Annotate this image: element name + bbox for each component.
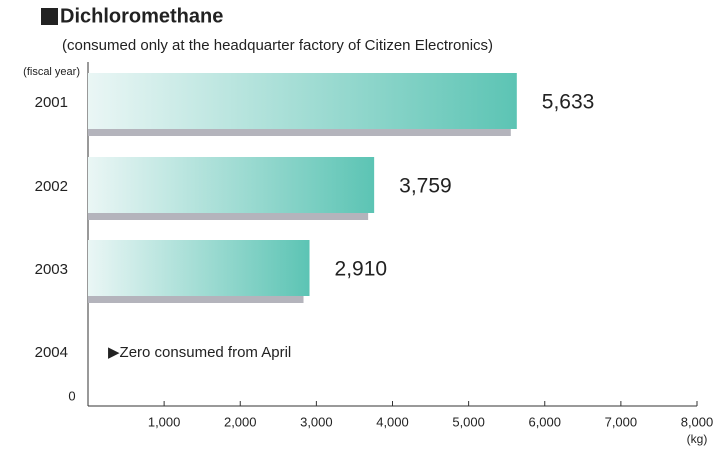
chart-subtitle: (consumed only at the headquarter factor…	[62, 37, 493, 54]
y-tick-label: 2002	[35, 178, 68, 195]
x-tick-label: 5,000	[452, 414, 485, 429]
y-tick-label: 2001	[35, 94, 68, 111]
data-label: 5,633	[542, 91, 595, 114]
data-label: 3,759	[399, 175, 452, 198]
x-tick-label: 4,000	[376, 414, 409, 429]
annotation: ▶Zero consumed from April	[108, 344, 291, 361]
x-tick-label: 1,000	[148, 414, 181, 429]
bar	[88, 157, 375, 213]
chart-title: Dichloromethane	[60, 5, 223, 27]
bar-shadow	[88, 129, 511, 136]
x-tick-label: 8,000	[681, 414, 714, 429]
y-tick-label: 2003	[35, 261, 68, 278]
x-tick-label: 0	[68, 388, 75, 403]
bar-shadow	[88, 213, 369, 220]
y-axis-label: (fiscal year)	[23, 66, 80, 78]
data-label: 2,910	[335, 258, 388, 281]
x-tick-label: 3,000	[300, 414, 333, 429]
x-axis-label: (kg)	[687, 432, 708, 446]
y-tick-label: 2004	[35, 344, 68, 361]
title-square	[41, 8, 58, 25]
x-tick-label: 6,000	[528, 414, 561, 429]
x-tick-label: 7,000	[605, 414, 638, 429]
bar-shadow	[88, 296, 304, 303]
bar	[88, 240, 310, 296]
bar	[88, 73, 517, 129]
x-tick-label: 2,000	[224, 414, 257, 429]
